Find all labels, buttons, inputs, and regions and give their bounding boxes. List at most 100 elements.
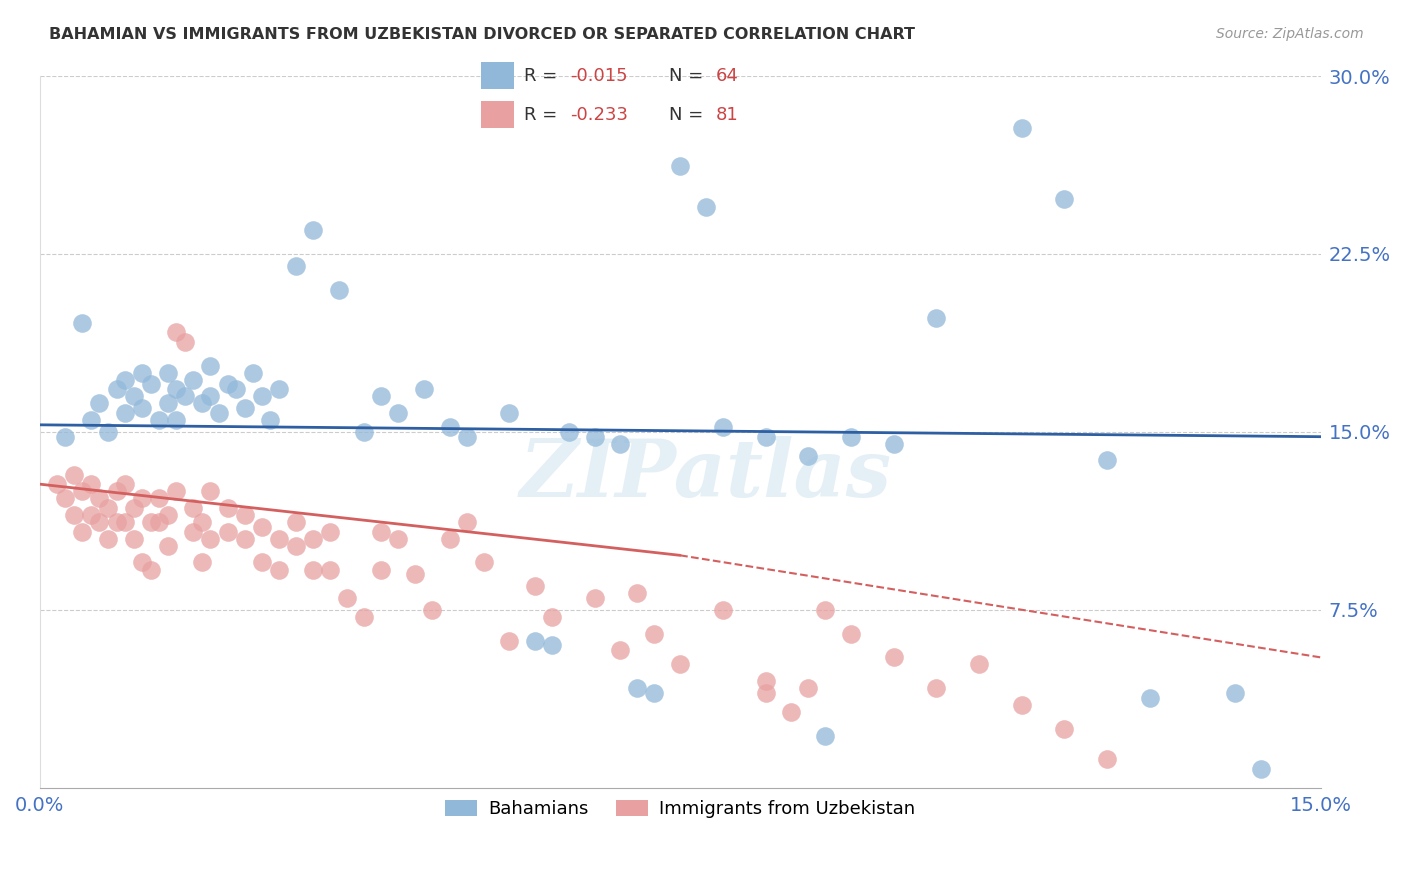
Point	[711, 420, 734, 434]
Point	[404, 567, 426, 582]
Point	[97, 500, 120, 515]
Point	[498, 633, 520, 648]
Point	[711, 603, 734, 617]
Point	[53, 430, 76, 444]
Point	[284, 259, 307, 273]
Point	[148, 515, 170, 529]
Point	[754, 686, 776, 700]
Point	[609, 437, 631, 451]
Point	[148, 491, 170, 506]
Point	[97, 532, 120, 546]
Point	[925, 681, 948, 696]
Point	[523, 579, 546, 593]
Point	[233, 532, 256, 546]
Point	[523, 633, 546, 648]
Point	[148, 413, 170, 427]
Point	[173, 334, 195, 349]
Point	[797, 449, 820, 463]
Point	[165, 484, 187, 499]
Point	[242, 366, 264, 380]
Point	[644, 626, 666, 640]
Point	[814, 603, 837, 617]
Point	[626, 586, 648, 600]
Text: -0.015: -0.015	[571, 68, 627, 86]
Point	[139, 563, 162, 577]
Point	[139, 515, 162, 529]
Point	[89, 396, 111, 410]
Point	[72, 524, 94, 539]
Point	[80, 477, 103, 491]
Point	[370, 563, 392, 577]
Text: BAHAMIAN VS IMMIGRANTS FROM UZBEKISTAN DIVORCED OR SEPARATED CORRELATION CHART: BAHAMIAN VS IMMIGRANTS FROM UZBEKISTAN D…	[49, 27, 915, 42]
Point	[583, 430, 606, 444]
Text: -0.233: -0.233	[571, 105, 628, 123]
Text: Source: ZipAtlas.com: Source: ZipAtlas.com	[1216, 27, 1364, 41]
Point	[626, 681, 648, 696]
Point	[583, 591, 606, 605]
Point	[1095, 453, 1118, 467]
Point	[1139, 690, 1161, 705]
Point	[165, 413, 187, 427]
Point	[302, 532, 325, 546]
Bar	[481, 62, 515, 89]
Point	[183, 373, 205, 387]
Point	[370, 389, 392, 403]
Point	[105, 515, 128, 529]
Point	[669, 159, 692, 173]
Point	[200, 359, 222, 373]
Point	[839, 626, 862, 640]
Point	[754, 674, 776, 689]
Point	[191, 396, 214, 410]
Point	[105, 484, 128, 499]
Point	[797, 681, 820, 696]
Point	[225, 382, 247, 396]
Legend: Bahamians, Immigrants from Uzbekistan: Bahamians, Immigrants from Uzbekistan	[437, 792, 922, 825]
Point	[131, 401, 153, 416]
Point	[328, 283, 350, 297]
Point	[967, 657, 990, 672]
Point	[233, 508, 256, 522]
Point	[89, 515, 111, 529]
Text: R =: R =	[524, 105, 557, 123]
Point	[156, 396, 179, 410]
Point	[131, 366, 153, 380]
Point	[1011, 121, 1033, 136]
Point	[541, 610, 564, 624]
Point	[387, 532, 409, 546]
Point	[1095, 752, 1118, 766]
Text: 64: 64	[716, 68, 738, 86]
Point	[267, 532, 290, 546]
Text: N =: N =	[669, 105, 703, 123]
Point	[217, 377, 239, 392]
Point	[883, 437, 905, 451]
Point	[191, 515, 214, 529]
Point	[250, 389, 273, 403]
Point	[439, 420, 461, 434]
Point	[284, 515, 307, 529]
Point	[353, 610, 375, 624]
Point	[413, 382, 436, 396]
Point	[1223, 686, 1246, 700]
Text: ZIPatlas: ZIPatlas	[520, 436, 891, 514]
Point	[156, 508, 179, 522]
Point	[131, 491, 153, 506]
Point	[267, 382, 290, 396]
Point	[353, 425, 375, 439]
Point	[250, 520, 273, 534]
Point	[1053, 722, 1076, 736]
Point	[200, 532, 222, 546]
Point	[200, 484, 222, 499]
Point	[63, 508, 86, 522]
Point	[319, 563, 342, 577]
Point	[233, 401, 256, 416]
Point	[53, 491, 76, 506]
Point	[1250, 762, 1272, 776]
Text: 81: 81	[716, 105, 738, 123]
Point	[72, 316, 94, 330]
Point	[114, 515, 136, 529]
Point	[319, 524, 342, 539]
Point	[183, 500, 205, 515]
Point	[839, 430, 862, 444]
Point	[439, 532, 461, 546]
Point	[217, 524, 239, 539]
